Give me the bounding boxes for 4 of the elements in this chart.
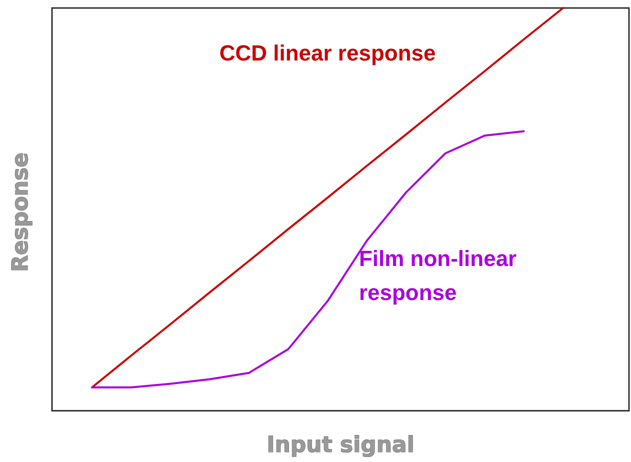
x-axis-title: Input signal bbox=[266, 433, 414, 458]
y-axis-title: Response bbox=[8, 152, 34, 272]
series-label: CCD linear response bbox=[219, 40, 436, 66]
series-label: Film non-linear response bbox=[358, 246, 518, 306]
